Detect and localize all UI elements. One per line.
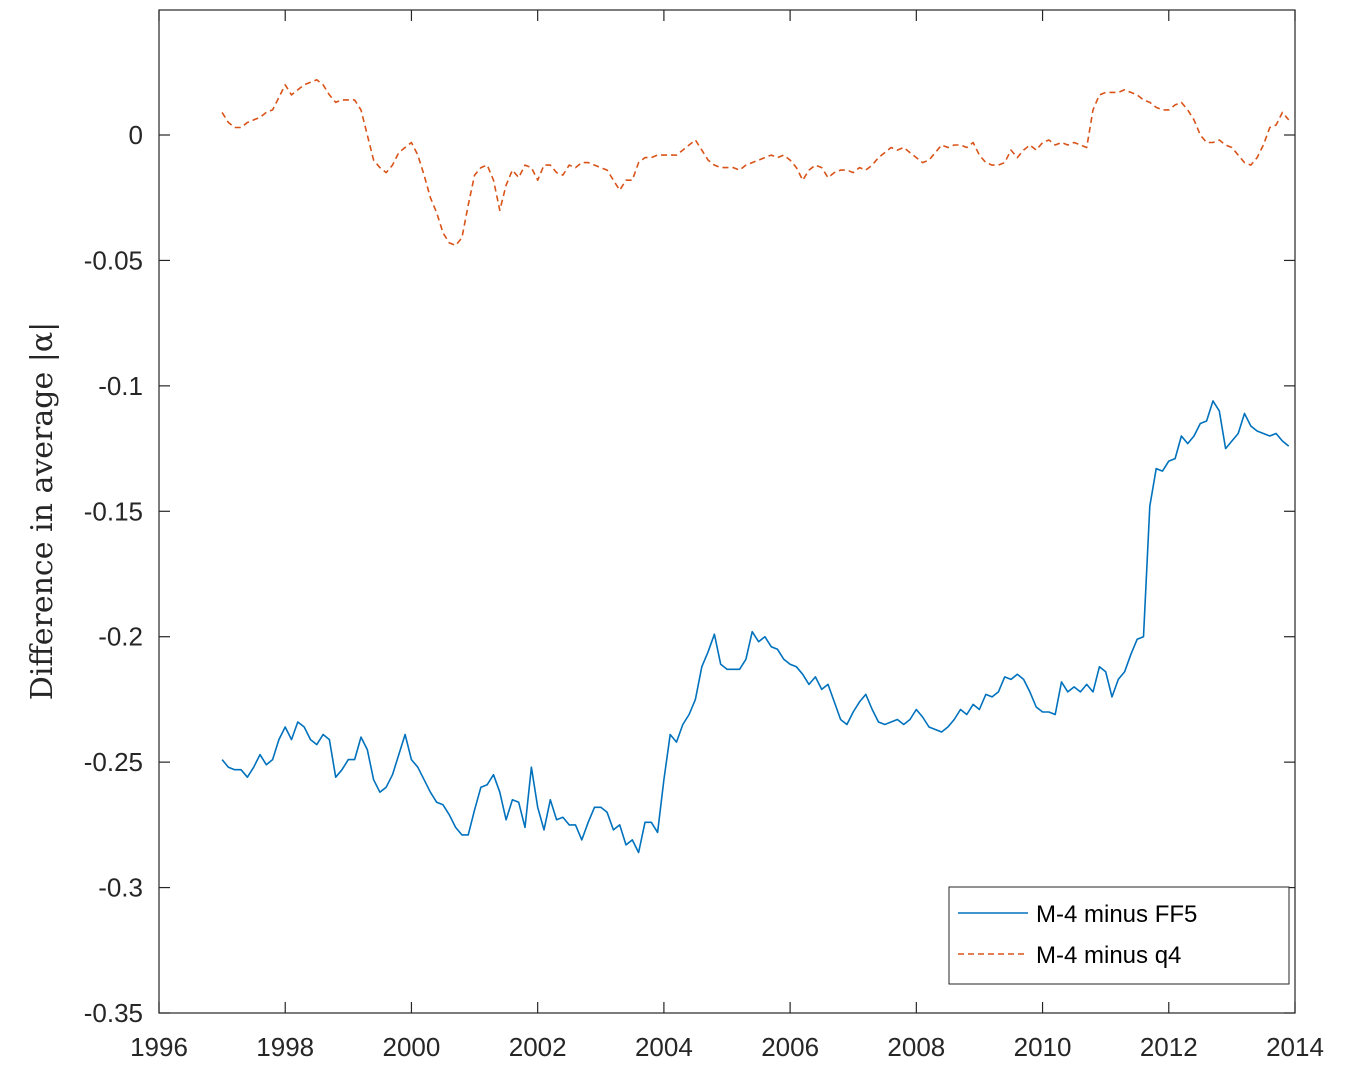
x-tick-label: 2008 [887,1032,945,1062]
y-tick-label: -0.05 [84,245,143,275]
y-tick-label: -0.3 [98,873,143,903]
x-axis: 1996 1998 2000 2002 2004 2006 2008 2010 2012 2014 [130,10,1324,1062]
y-axis-label: Difference in average |α| [25,322,60,700]
x-tick-label: 2000 [383,1032,441,1062]
x-tick-label: 2002 [509,1032,567,1062]
legend-label-ff5: M-4 minus FF5 [1036,901,1197,928]
axes-box [158,9,1296,1014]
legend-label-q4: M-4 minus q4 [1036,942,1181,969]
x-tick-label: 2010 [1014,1032,1072,1062]
x-tick-label: 2014 [1266,1032,1324,1062]
y-axis: 0 -0.05 -0.1 -0.15 -0.2 -0.25 -0.3 -0.35 [84,120,1295,1028]
y-tick-label: 0 [129,120,143,150]
legend: M-4 minus FF5 M-4 minus q4 [948,886,1290,985]
series-layer [221,79,1290,854]
y-tick-label: -0.2 [98,622,143,652]
legend-box [948,886,1290,985]
x-tick-label: 1998 [256,1032,314,1062]
y-tick-label: -0.15 [84,496,143,526]
plot-area: 1996 1998 2000 2002 2004 2006 2008 2010 2012 2014… [84,9,1324,1062]
y-tick-label: -0.35 [84,998,143,1028]
x-tick-label: 2004 [635,1032,693,1062]
x-tick-label: 2012 [1140,1032,1198,1062]
x-tick-label: 1996 [130,1032,188,1062]
y-tick-label: -0.25 [84,747,143,777]
x-tick-label: 2006 [761,1032,819,1062]
series-line-m4-minus-q4 [221,79,1290,247]
series-line-m4-minus-ff5 [221,400,1290,854]
y-tick-label: -0.1 [98,371,143,401]
